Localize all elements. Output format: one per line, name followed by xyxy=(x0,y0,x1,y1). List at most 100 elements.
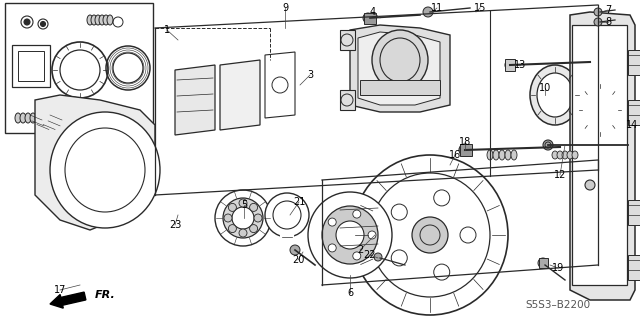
Text: 9: 9 xyxy=(282,3,288,13)
Polygon shape xyxy=(35,95,155,230)
Text: 22: 22 xyxy=(364,250,376,260)
Polygon shape xyxy=(628,255,640,280)
Polygon shape xyxy=(338,195,380,275)
Bar xyxy=(12,45,50,87)
Ellipse shape xyxy=(505,150,511,160)
Circle shape xyxy=(24,19,30,25)
Polygon shape xyxy=(340,30,355,50)
Polygon shape xyxy=(175,65,215,135)
Ellipse shape xyxy=(322,206,378,264)
Polygon shape xyxy=(628,200,640,225)
Ellipse shape xyxy=(584,90,616,130)
Text: 14: 14 xyxy=(626,120,638,130)
Text: 6: 6 xyxy=(347,288,353,298)
Ellipse shape xyxy=(572,151,578,159)
Text: 16: 16 xyxy=(449,150,461,160)
Circle shape xyxy=(328,218,336,226)
Ellipse shape xyxy=(487,150,493,160)
Ellipse shape xyxy=(552,73,558,83)
Polygon shape xyxy=(265,52,295,118)
Ellipse shape xyxy=(97,115,103,125)
Circle shape xyxy=(538,258,548,268)
Polygon shape xyxy=(628,100,640,125)
Ellipse shape xyxy=(20,113,26,123)
Ellipse shape xyxy=(35,113,41,123)
Ellipse shape xyxy=(511,150,517,160)
Bar xyxy=(364,13,376,24)
Text: 17: 17 xyxy=(54,285,66,295)
Ellipse shape xyxy=(82,115,88,125)
Text: 13: 13 xyxy=(514,60,526,70)
Ellipse shape xyxy=(567,73,573,83)
Circle shape xyxy=(353,210,361,218)
Text: 21: 21 xyxy=(293,197,305,207)
Circle shape xyxy=(232,207,254,229)
Ellipse shape xyxy=(336,221,364,249)
Circle shape xyxy=(254,214,262,222)
Ellipse shape xyxy=(15,113,21,123)
Circle shape xyxy=(543,140,553,150)
Circle shape xyxy=(328,244,336,252)
Circle shape xyxy=(239,199,247,207)
Bar xyxy=(5,3,153,133)
Polygon shape xyxy=(358,32,440,105)
Text: 2: 2 xyxy=(357,245,363,255)
Ellipse shape xyxy=(87,115,93,125)
Ellipse shape xyxy=(530,65,580,125)
Ellipse shape xyxy=(578,83,622,137)
Circle shape xyxy=(223,198,263,238)
Ellipse shape xyxy=(562,151,568,159)
Ellipse shape xyxy=(77,115,83,125)
Circle shape xyxy=(423,7,433,17)
Circle shape xyxy=(459,144,471,156)
Circle shape xyxy=(215,190,271,246)
Bar xyxy=(360,80,440,95)
Ellipse shape xyxy=(562,73,568,83)
Ellipse shape xyxy=(412,217,448,253)
Circle shape xyxy=(594,8,602,16)
Polygon shape xyxy=(385,187,430,267)
Ellipse shape xyxy=(99,15,105,25)
Circle shape xyxy=(594,18,602,26)
Circle shape xyxy=(250,225,258,233)
Text: 7: 7 xyxy=(605,5,611,15)
Ellipse shape xyxy=(567,151,573,159)
Circle shape xyxy=(224,214,232,222)
Bar xyxy=(539,258,548,268)
Text: 8: 8 xyxy=(605,17,611,27)
Circle shape xyxy=(363,13,373,23)
Text: 5: 5 xyxy=(241,200,247,210)
Circle shape xyxy=(368,231,376,239)
Circle shape xyxy=(353,252,361,260)
Bar xyxy=(572,25,627,285)
Ellipse shape xyxy=(50,112,160,228)
Ellipse shape xyxy=(87,15,93,25)
Ellipse shape xyxy=(103,15,109,25)
Polygon shape xyxy=(220,60,260,130)
Circle shape xyxy=(265,193,309,237)
Circle shape xyxy=(250,204,258,211)
Text: FR.: FR. xyxy=(95,290,116,300)
Circle shape xyxy=(228,225,236,233)
Ellipse shape xyxy=(25,113,31,123)
Bar xyxy=(18,51,44,81)
Circle shape xyxy=(505,60,515,70)
Ellipse shape xyxy=(493,150,499,160)
Bar xyxy=(460,144,472,156)
Circle shape xyxy=(374,253,382,261)
Text: 18: 18 xyxy=(459,137,471,147)
Ellipse shape xyxy=(537,73,573,117)
Text: 1: 1 xyxy=(164,25,170,35)
Ellipse shape xyxy=(92,115,98,125)
Text: 3: 3 xyxy=(307,70,313,80)
Circle shape xyxy=(290,245,300,255)
Ellipse shape xyxy=(308,192,392,278)
Circle shape xyxy=(228,204,236,211)
Polygon shape xyxy=(350,25,450,112)
Ellipse shape xyxy=(552,151,558,159)
Circle shape xyxy=(40,21,45,26)
Ellipse shape xyxy=(95,15,101,25)
Ellipse shape xyxy=(557,73,563,83)
Text: 15: 15 xyxy=(474,3,486,13)
Text: 12: 12 xyxy=(554,170,566,180)
